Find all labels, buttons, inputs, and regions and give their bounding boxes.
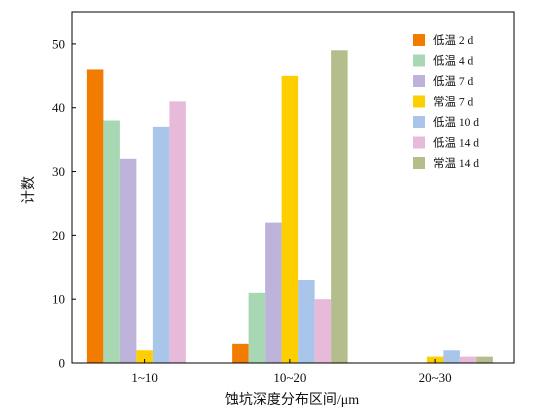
bar-s5-c0 — [169, 101, 186, 363]
plot-frame — [71, 11, 515, 364]
y-tick-label-4: 40 — [52, 100, 65, 115]
y-tick-label-2: 20 — [52, 228, 65, 243]
legend-label-5: 低温 14 d — [433, 136, 479, 150]
y-tick-label-0: 0 — [59, 356, 66, 371]
bar-s4-c1 — [298, 280, 315, 363]
legend-label-4: 低温 10 d — [433, 115, 479, 129]
legend-swatch-4 — [413, 116, 425, 128]
legend-label-1: 低温 4 d — [433, 54, 473, 68]
x-tick-label-1: 10~20 — [273, 370, 306, 385]
x-axis: 1~10 10~20 20~30 — [131, 359, 452, 385]
bar-s5-c2 — [459, 356, 477, 363]
legend-swatch-1 — [413, 54, 425, 67]
y-tick-label-1: 10 — [52, 292, 65, 307]
legend-label-2: 低温 7 d — [433, 74, 473, 88]
bar-s3-c0 — [136, 350, 153, 363]
bar-s0-c0 — [86, 69, 104, 363]
bar-s1-c0 — [103, 120, 120, 364]
bar-s4-c0 — [152, 126, 170, 364]
bar-s4-c2 — [443, 350, 460, 363]
bar-s5-c1 — [314, 299, 332, 363]
legend-label-6: 常温 14 d — [433, 156, 479, 170]
legend-swatch-0 — [413, 34, 425, 46]
legend-label-0: 低温 2 d — [433, 33, 473, 47]
bar-s3-c1 — [281, 75, 299, 363]
legend-swatch-3 — [413, 95, 425, 108]
x-tick-label-0: 1~10 — [131, 370, 158, 385]
y-tick-label-5: 50 — [52, 36, 65, 51]
bar-s6-c2 — [476, 356, 493, 363]
bars-layer — [86, 50, 493, 364]
legend-swatch-2 — [413, 75, 425, 87]
x-tick-label-2: 20~30 — [419, 370, 452, 385]
bar-s0-c1 — [232, 343, 249, 363]
y-tick-label-3: 30 — [52, 164, 65, 179]
legend-swatch-5 — [413, 136, 425, 149]
legend-swatch-6 — [413, 157, 425, 169]
y-axis-title: 计数 — [21, 176, 37, 204]
bar-s2-c0 — [119, 158, 137, 363]
bar-s2-c1 — [265, 222, 282, 363]
legend: 低温 2 d 低温 4 d 低温 7 d 常温 7 d 低温 10 d 低温 14 d 常温… — [413, 33, 479, 170]
y-axis: 0 10 20 30 40 50 — [52, 36, 76, 371]
bar-s6-c1 — [331, 50, 348, 363]
x-axis-title: 蚀坑深度分布区间/μm — [225, 392, 359, 408]
legend-label-3: 常温 7 d — [433, 95, 473, 109]
bar-s1-c1 — [248, 292, 266, 363]
